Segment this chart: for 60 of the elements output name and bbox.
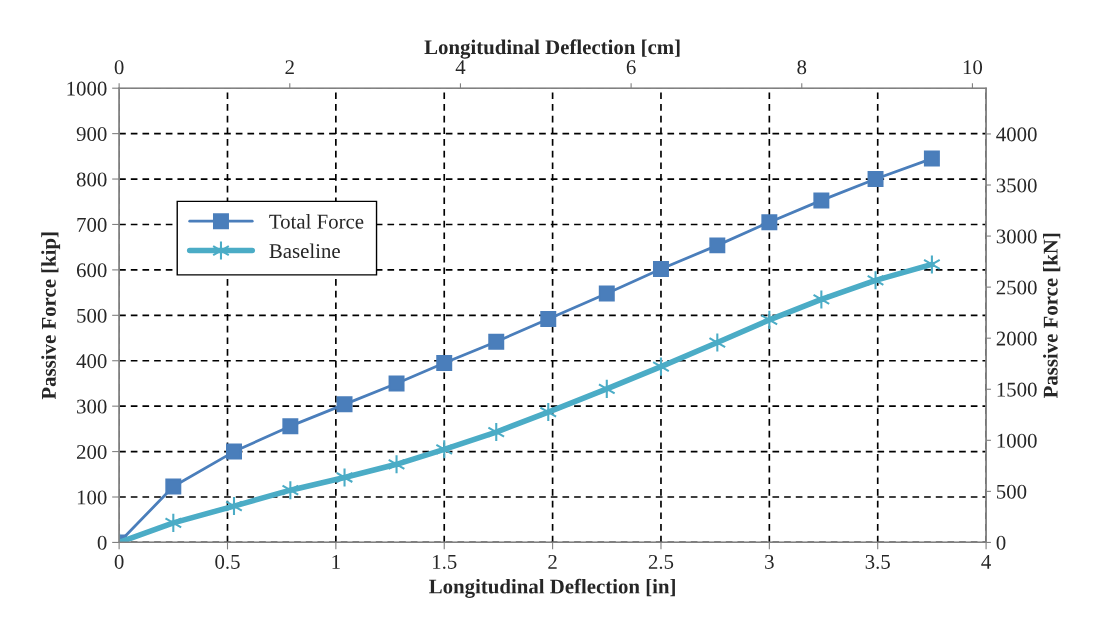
y2-tick-label: 3000: [996, 229, 1037, 244]
x-tick-label: 3: [765, 554, 774, 569]
y-tick-label: 800: [76, 172, 107, 187]
point: [761, 214, 778, 231]
y2-tick-label: 500: [997, 484, 1027, 499]
point: [652, 261, 669, 277]
point: [388, 375, 405, 392]
x-tick-label: 0: [114, 554, 124, 569]
point: [539, 402, 558, 423]
point: [282, 418, 299, 435]
y-tick-label: 100: [77, 490, 107, 505]
x-tick-label: 0.5: [215, 554, 240, 569]
x2-tick-label: 8: [797, 60, 807, 75]
point: [336, 396, 353, 413]
x-tick-label: 1.5: [433, 554, 457, 569]
point: [709, 237, 726, 254]
legend-label: Baseline: [269, 243, 340, 259]
y2-axis-title: Passive Force [kN]: [1043, 233, 1061, 399]
y-tick-label: 600: [76, 263, 107, 278]
legend-label: Total Force: [269, 213, 364, 229]
point: [540, 310, 557, 327]
x-tick-label: 2: [548, 554, 557, 569]
y2-tick-label: 1500: [997, 382, 1037, 397]
y-tick-label: 500: [77, 308, 107, 323]
point: [597, 378, 616, 399]
point: [226, 443, 242, 460]
y-tick-label: 700: [77, 217, 107, 232]
y2-tick-label: 1000: [997, 433, 1037, 448]
x-tick-label: 3.5: [865, 554, 890, 569]
y-tick-label: 400: [76, 354, 107, 369]
y-tick-label: 300: [77, 399, 107, 414]
y-axis-title: Passive Force [kip]: [41, 232, 61, 400]
y-tick-label: 1000: [67, 81, 107, 96]
y2-tick-label: 2500: [996, 280, 1037, 295]
y-tick-label: 0: [97, 535, 107, 550]
x2-tick-label: 6: [626, 60, 636, 75]
point: [813, 192, 830, 209]
x2-tick-label: 10: [963, 60, 983, 75]
x2-tick-label: 4: [455, 60, 466, 75]
x-tick-label: 1: [332, 554, 340, 569]
y2-tick-label: 4000: [996, 127, 1037, 142]
y2-tick-label: 3500: [996, 178, 1037, 193]
x-tick-label: 4: [981, 554, 991, 569]
x-tick-label: 2.5: [648, 554, 674, 569]
y2-tick-label: 0: [996, 535, 1006, 550]
y2-tick-label: 2000: [996, 331, 1037, 346]
point: [923, 150, 940, 167]
x-axis-title: Longitudinal Deflection [in]: [429, 578, 675, 598]
x2-tick-label: 2: [285, 60, 294, 75]
y-tick-label: 200: [76, 444, 107, 460]
point: [225, 496, 243, 517]
x2-axis-title: Longitudinal Deflection [cm]: [424, 39, 680, 59]
point: [598, 285, 615, 302]
point: [488, 333, 505, 350]
point: [867, 171, 884, 188]
point: [335, 467, 354, 488]
x2-tick-label: 0: [114, 60, 124, 75]
point: [165, 478, 182, 495]
y-tick-label: 900: [76, 127, 107, 142]
point: [436, 355, 453, 371]
